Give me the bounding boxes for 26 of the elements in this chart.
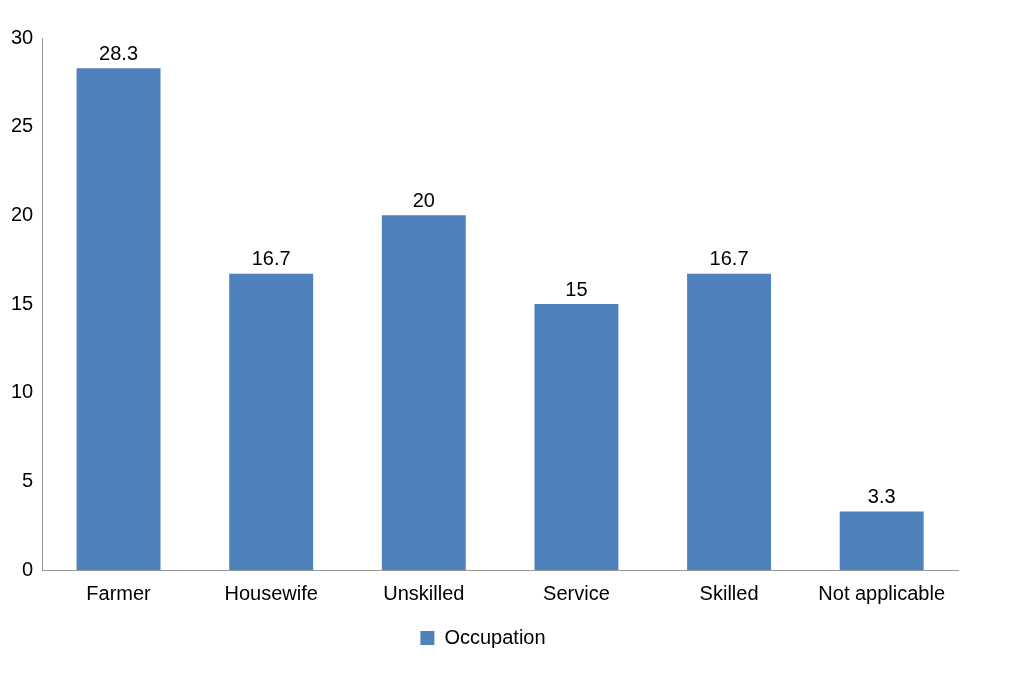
y-tick-label: 0 bbox=[22, 557, 34, 580]
bar bbox=[76, 68, 161, 570]
x-tick-label: Skilled bbox=[699, 581, 759, 604]
data-label: 16.7 bbox=[709, 247, 749, 270]
bar bbox=[381, 215, 466, 570]
y-tick-label: 25 bbox=[11, 114, 34, 137]
bar bbox=[839, 511, 924, 570]
data-label: 3.3 bbox=[867, 485, 896, 507]
bar bbox=[229, 273, 314, 570]
y-tick-label: 30 bbox=[11, 25, 34, 48]
data-label: 16.7 bbox=[251, 247, 291, 270]
x-tick-label: Housewife bbox=[224, 581, 318, 604]
data-label: 28.3 bbox=[99, 41, 139, 64]
x-tick-label: Service bbox=[543, 581, 610, 604]
x-tick-label: Farmer bbox=[86, 581, 152, 604]
y-tick-label: 20 bbox=[11, 202, 34, 225]
y-tick-label: 10 bbox=[11, 380, 34, 403]
x-tick-label: Not applicable bbox=[818, 581, 946, 604]
data-label: 20 bbox=[412, 188, 435, 211]
y-tick-label: 15 bbox=[11, 291, 34, 314]
bar bbox=[534, 304, 619, 570]
data-label: 15 bbox=[565, 277, 588, 300]
bar bbox=[687, 273, 772, 570]
legend-label: Occupation bbox=[444, 625, 546, 648]
y-tick-label: 5 bbox=[22, 468, 34, 491]
x-tick-label: Unskilled bbox=[383, 581, 465, 604]
